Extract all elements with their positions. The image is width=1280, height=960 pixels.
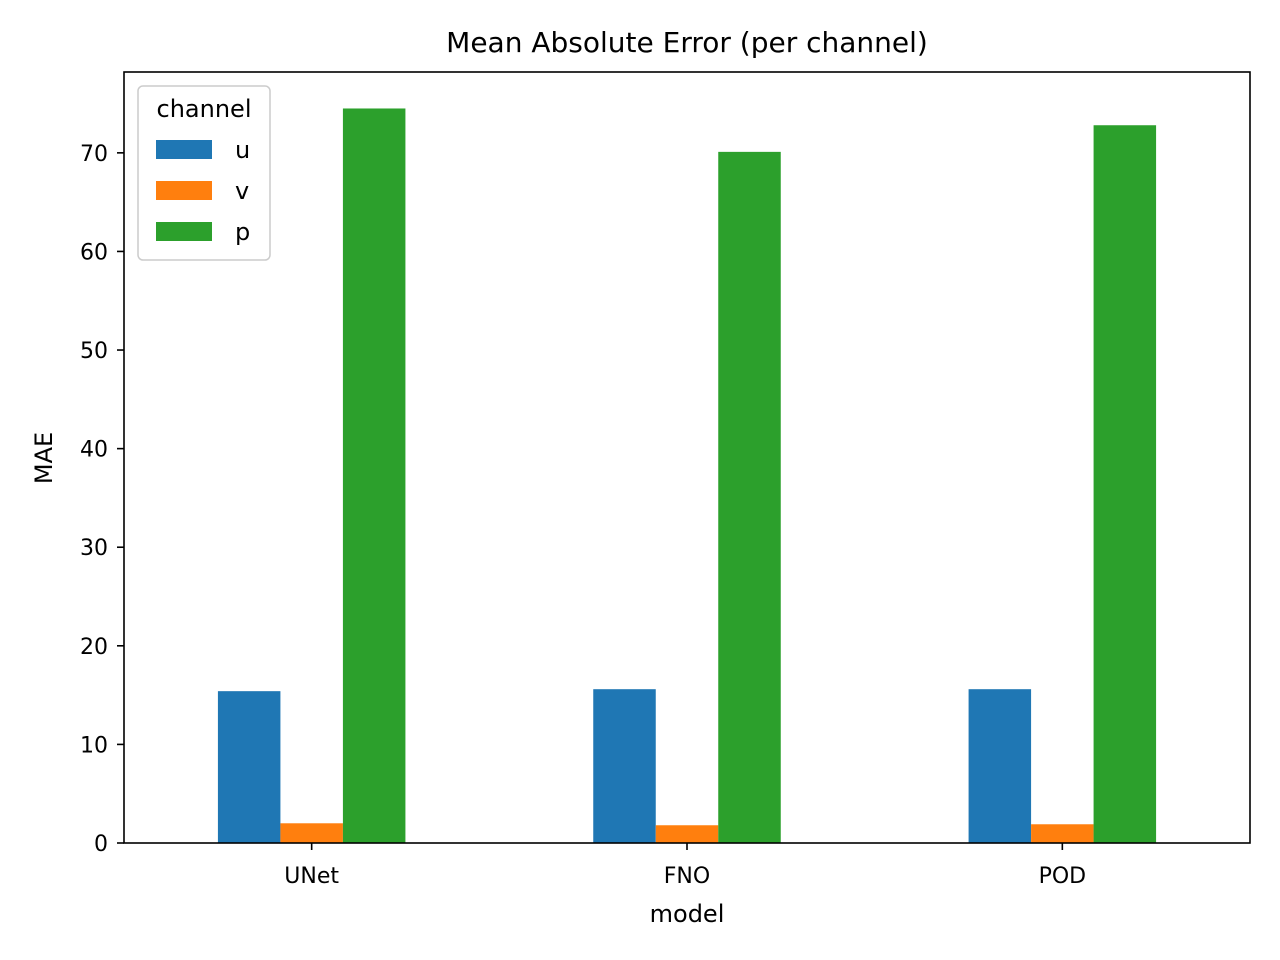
y-tick-label: 30 — [80, 536, 108, 561]
bar-p-fno — [718, 151, 781, 844]
bar-v-fno — [655, 825, 719, 843]
y-tick-label: 70 — [80, 142, 108, 167]
y-tick-label: 20 — [80, 635, 108, 660]
y-ticks-group: 0 10 20 30 40 50 60 70 — [80, 142, 124, 857]
bar-u-pod — [968, 689, 1032, 843]
y-tick-label: 50 — [80, 339, 108, 364]
bar-p-unet — [342, 108, 406, 843]
bars-group — [217, 108, 1157, 844]
bar-v-unet — [280, 823, 343, 843]
x-tick-label: POD — [1039, 864, 1087, 889]
bar-u-unet — [217, 691, 281, 843]
plot-frame — [123, 71, 1251, 844]
legend-label-v: v — [235, 177, 249, 205]
y-tick-label: 0 — [94, 832, 108, 857]
x-ticks-group: UNet FNO POD — [284, 843, 1086, 889]
y-tick-label: 60 — [80, 240, 108, 265]
bar-v-pod — [1031, 824, 1094, 843]
legend-box — [137, 85, 271, 261]
y-tick-label: 40 — [80, 438, 108, 463]
legend-swatch-v — [156, 181, 212, 200]
x-tick-label: FNO — [664, 864, 710, 889]
legend-title: channel — [157, 95, 252, 123]
legend: channel uvp — [137, 85, 271, 261]
y-axis-label: MAE — [30, 432, 58, 484]
legend-swatch-u — [156, 140, 212, 159]
legend-label-u: u — [235, 136, 250, 164]
x-tick-label: UNet — [284, 864, 339, 889]
legend-label-p: p — [235, 218, 250, 246]
x-axis-label: model — [650, 900, 725, 928]
y-tick-label: 10 — [80, 733, 108, 758]
chart-title: Mean Absolute Error (per channel) — [446, 26, 928, 59]
bar-u-fno — [593, 689, 656, 843]
bar-p-pod — [1093, 125, 1157, 843]
legend-swatch-p — [156, 222, 212, 241]
